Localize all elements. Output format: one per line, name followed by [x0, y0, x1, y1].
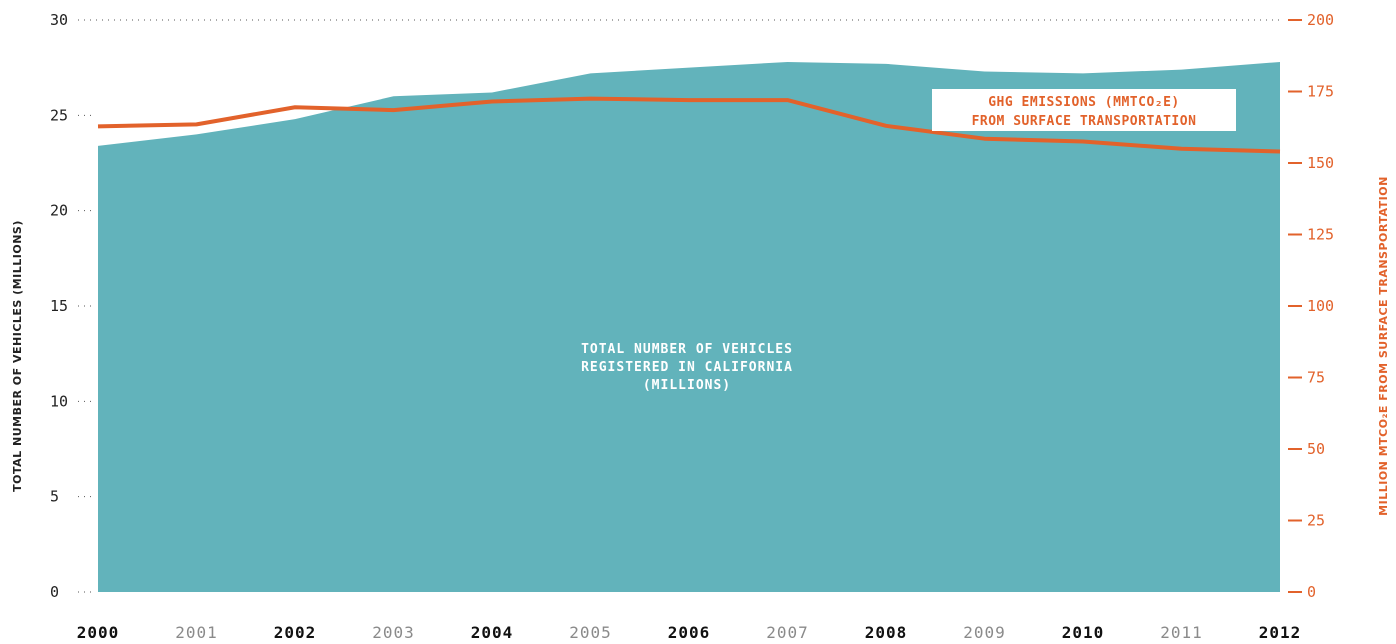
right-tick-label: 100: [1307, 297, 1334, 315]
left-tick-label: 0: [50, 583, 59, 601]
x-tick-label: 2009: [963, 623, 1006, 642]
right-tick-label: 0: [1307, 583, 1316, 601]
right-tick-label: 25: [1307, 512, 1325, 530]
right-tick-label: 125: [1307, 226, 1334, 244]
x-tick-label: 2002: [274, 623, 317, 642]
x-tick-label: 2006: [668, 623, 711, 642]
left-tick-label: 5: [50, 488, 59, 506]
right-tick-label: 75: [1307, 369, 1325, 387]
line-label-line: GHG EMISSIONS (MMTCO₂E): [988, 95, 1180, 110]
x-tick-label: 2001: [175, 623, 218, 642]
x-tick-label: 2011: [1160, 623, 1203, 642]
x-tick-label: 2000: [77, 623, 120, 642]
vehicles-area: [98, 61, 1280, 593]
left-tick-label: 10: [50, 392, 68, 410]
area-label-line: (MILLIONS): [643, 378, 731, 393]
x-tick-label: 2003: [372, 623, 415, 642]
line-label-line: FROM SURFACE TRANSPORTATION: [972, 114, 1197, 129]
x-tick-label: 2005: [569, 623, 612, 642]
x-tick-label: 2007: [766, 623, 809, 642]
right-tick-label: 200: [1307, 11, 1334, 29]
x-tick-label: 2012: [1259, 623, 1302, 642]
x-tick-label: 2008: [865, 623, 908, 642]
left-axis: 0 5 10 15 20 25 30: [50, 11, 1280, 601]
left-tick-label: 20: [50, 202, 68, 220]
left-tick-label: 15: [50, 297, 68, 315]
left-axis-title: TOTAL NUMBER OF VEHICLES (MILLIONS): [11, 220, 24, 492]
area-label-line: REGISTERED IN CALIFORNIA: [581, 360, 793, 375]
emissions-line: [97, 96, 1281, 154]
left-tick-label: 30: [50, 11, 68, 29]
area-label-line: TOTAL NUMBER OF VEHICLES: [581, 342, 793, 357]
x-axis: 2000 2001 2002 2003 2004 2005 2006 2007 2008 2009…: [77, 623, 1302, 642]
right-tick-label: 150: [1307, 154, 1334, 172]
area-series-label: TOTAL NUMBER OF VEHICLES REGISTERED IN CA…: [581, 342, 793, 393]
line-label-box: [932, 89, 1236, 131]
right-axis-title: MILLION MTCO₂E FROM SURFACE TRANSPORTATI…: [1377, 176, 1390, 516]
right-tick-label: 175: [1307, 83, 1334, 101]
right-axis: 0 25 50 75 100 125 150 175 200: [1288, 11, 1334, 601]
plot-area: [97, 61, 1281, 593]
line-series-label: GHG EMISSIONS (MMTCO₂E) FROM SURFACE TRAN…: [932, 89, 1236, 131]
x-tick-label: 2010: [1062, 623, 1105, 642]
right-tick-label: 50: [1307, 440, 1325, 458]
left-tick-label: 25: [50, 106, 68, 124]
x-tick-label: 2004: [471, 623, 514, 642]
